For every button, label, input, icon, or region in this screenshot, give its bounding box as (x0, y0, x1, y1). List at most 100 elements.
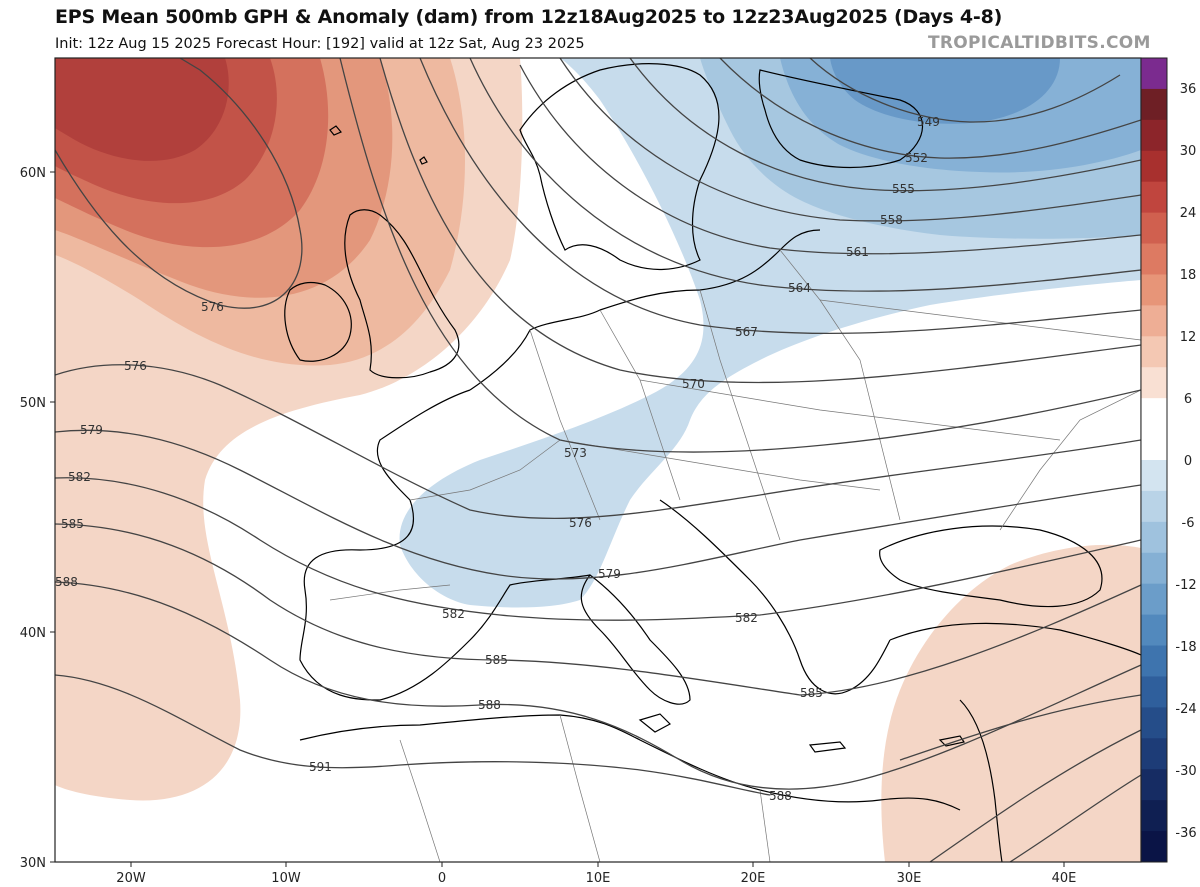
lon-tick-labels: 20W 10W 0 10E 20E 30E 40E (116, 871, 1076, 886)
contour-588 (55, 581, 1141, 790)
contour-label: 561 (846, 245, 869, 259)
coast-iceland-faroes (329, 125, 428, 165)
contour-label: 576 (201, 300, 224, 314)
colorbar-swatch (1141, 490, 1167, 523)
site-credit[interactable]: TROPICALTIDBITS.COM (928, 33, 1151, 53)
contour-label: 588 (769, 789, 792, 803)
contour-label: 558 (880, 213, 903, 227)
contour-591 (55, 674, 771, 796)
colorbar-swatch (1141, 88, 1167, 121)
colorbar-label: -24 (1175, 702, 1196, 717)
lon-tick-label: 30E (897, 871, 922, 886)
contour-label: 564 (788, 281, 811, 295)
contour-561 (519, 64, 1141, 255)
colorbar-label: 36 (1180, 82, 1197, 97)
colorbar-swatch (1141, 521, 1167, 554)
colorbar-label: 12 (1180, 330, 1197, 345)
colorbar-swatch (1141, 429, 1167, 461)
contour-564 (469, 58, 1141, 292)
contour-label: 582 (735, 611, 758, 625)
coast-cyprus-crete (808, 735, 965, 753)
axis-tick-marks (50, 171, 1065, 867)
contour-585 (55, 523, 1141, 696)
contour-label: 579 (598, 567, 621, 581)
height-contours (55, 58, 1141, 862)
contour-label: 570 (682, 377, 705, 391)
map-subtitle: Init: 12z Aug 15 2025 Forecast Hour: [19… (55, 36, 585, 52)
colorbar-swatch (1141, 583, 1167, 616)
contour-555 (629, 58, 1141, 192)
contour-552 (719, 58, 1141, 159)
colorbar-swatch (1141, 150, 1167, 183)
colorbar-label: 30 (1180, 144, 1197, 159)
contour-label: 582 (442, 607, 465, 621)
lon-tick-label: 40E (1052, 871, 1077, 886)
warm-anomaly-southeast (881, 544, 1141, 862)
coast-continent-north (469, 229, 821, 391)
coast-britain (344, 209, 460, 379)
colorbar-label: 24 (1180, 206, 1197, 221)
colorbar-swatch (1141, 274, 1167, 306)
colorbar-label: -36 (1175, 826, 1196, 841)
colorbar-swatch (1141, 614, 1167, 647)
contour-label: 573 (564, 446, 587, 460)
colorbar-swatch (1141, 336, 1167, 368)
colorbar-label: 0 (1184, 454, 1192, 469)
contour-label: 588 (478, 698, 501, 712)
cool-anomaly-north-4 (830, 58, 1060, 124)
colorbar-swatch (1141, 181, 1167, 214)
contour-label: 579 (80, 423, 103, 437)
coast-scandinavia (519, 63, 720, 270)
lat-tick-label: 60N (20, 166, 46, 181)
colorbar-swatch (1141, 738, 1167, 770)
colorbar-swatch (1141, 305, 1167, 337)
warm-anomaly-west-6 (55, 58, 229, 161)
colorbar-swatch (1141, 367, 1167, 399)
map-title: EPS Mean 500mb GPH & Anomaly (dam) from … (55, 6, 1003, 28)
colorbar-swatch (1141, 243, 1167, 275)
contour-label: 591 (309, 760, 332, 774)
contour-579 (55, 429, 1141, 580)
contour-582 (55, 477, 1141, 621)
lat-tick-label: 50N (20, 396, 46, 411)
contour-label: 549 (917, 115, 940, 129)
contour-label: 552 (905, 151, 928, 165)
colorbar-swatch (1141, 800, 1167, 832)
lon-tick-label: 10E (586, 871, 611, 886)
contour-label: 585 (61, 517, 84, 531)
colorbar-label: -30 (1175, 764, 1196, 779)
contour-label: 576 (569, 516, 592, 530)
colorbar-swatch (1141, 552, 1167, 585)
colorbar-swatch (1141, 119, 1167, 152)
colorbar-swatch (1141, 645, 1167, 677)
colorbar-swatch (1141, 398, 1167, 430)
colorbar-label: 6 (1184, 392, 1192, 407)
contour-label: 588 (55, 575, 78, 589)
lon-tick-label: 20W (116, 871, 146, 886)
contour-labels: 549 552 555 558 561 564 567 570 573 576 … (55, 115, 940, 803)
contour-567 (419, 58, 1141, 335)
lon-tick-label: 20E (741, 871, 766, 886)
colorbar-swatch (1141, 707, 1167, 739)
colorbar-swatch (1141, 460, 1167, 492)
contour-558 (559, 58, 1141, 222)
contour-576-loop (55, 58, 303, 309)
contour-573 (339, 58, 1141, 453)
contour-549 (809, 58, 1121, 123)
lon-tick-label: 0 (438, 871, 446, 886)
contour-label: 585 (800, 686, 823, 700)
colorbar-label: -12 (1175, 578, 1196, 593)
lat-tick-label: 40N (20, 626, 46, 641)
coast-adriatic-balkans (659, 499, 891, 695)
contour-label: 585 (485, 653, 508, 667)
colorbar-label: 18 (1180, 268, 1197, 283)
contour-label: 555 (892, 182, 915, 196)
lat-tick-label: 30N (20, 856, 46, 871)
lat-tick-labels: 60N 50N 40N 30N (20, 166, 46, 871)
colorbar-label: -18 (1175, 640, 1196, 655)
coast-finland (758, 69, 924, 169)
coast-turkey-levant (889, 622, 1141, 862)
contour-576 (55, 364, 1141, 520)
contour-570 (379, 58, 1141, 384)
